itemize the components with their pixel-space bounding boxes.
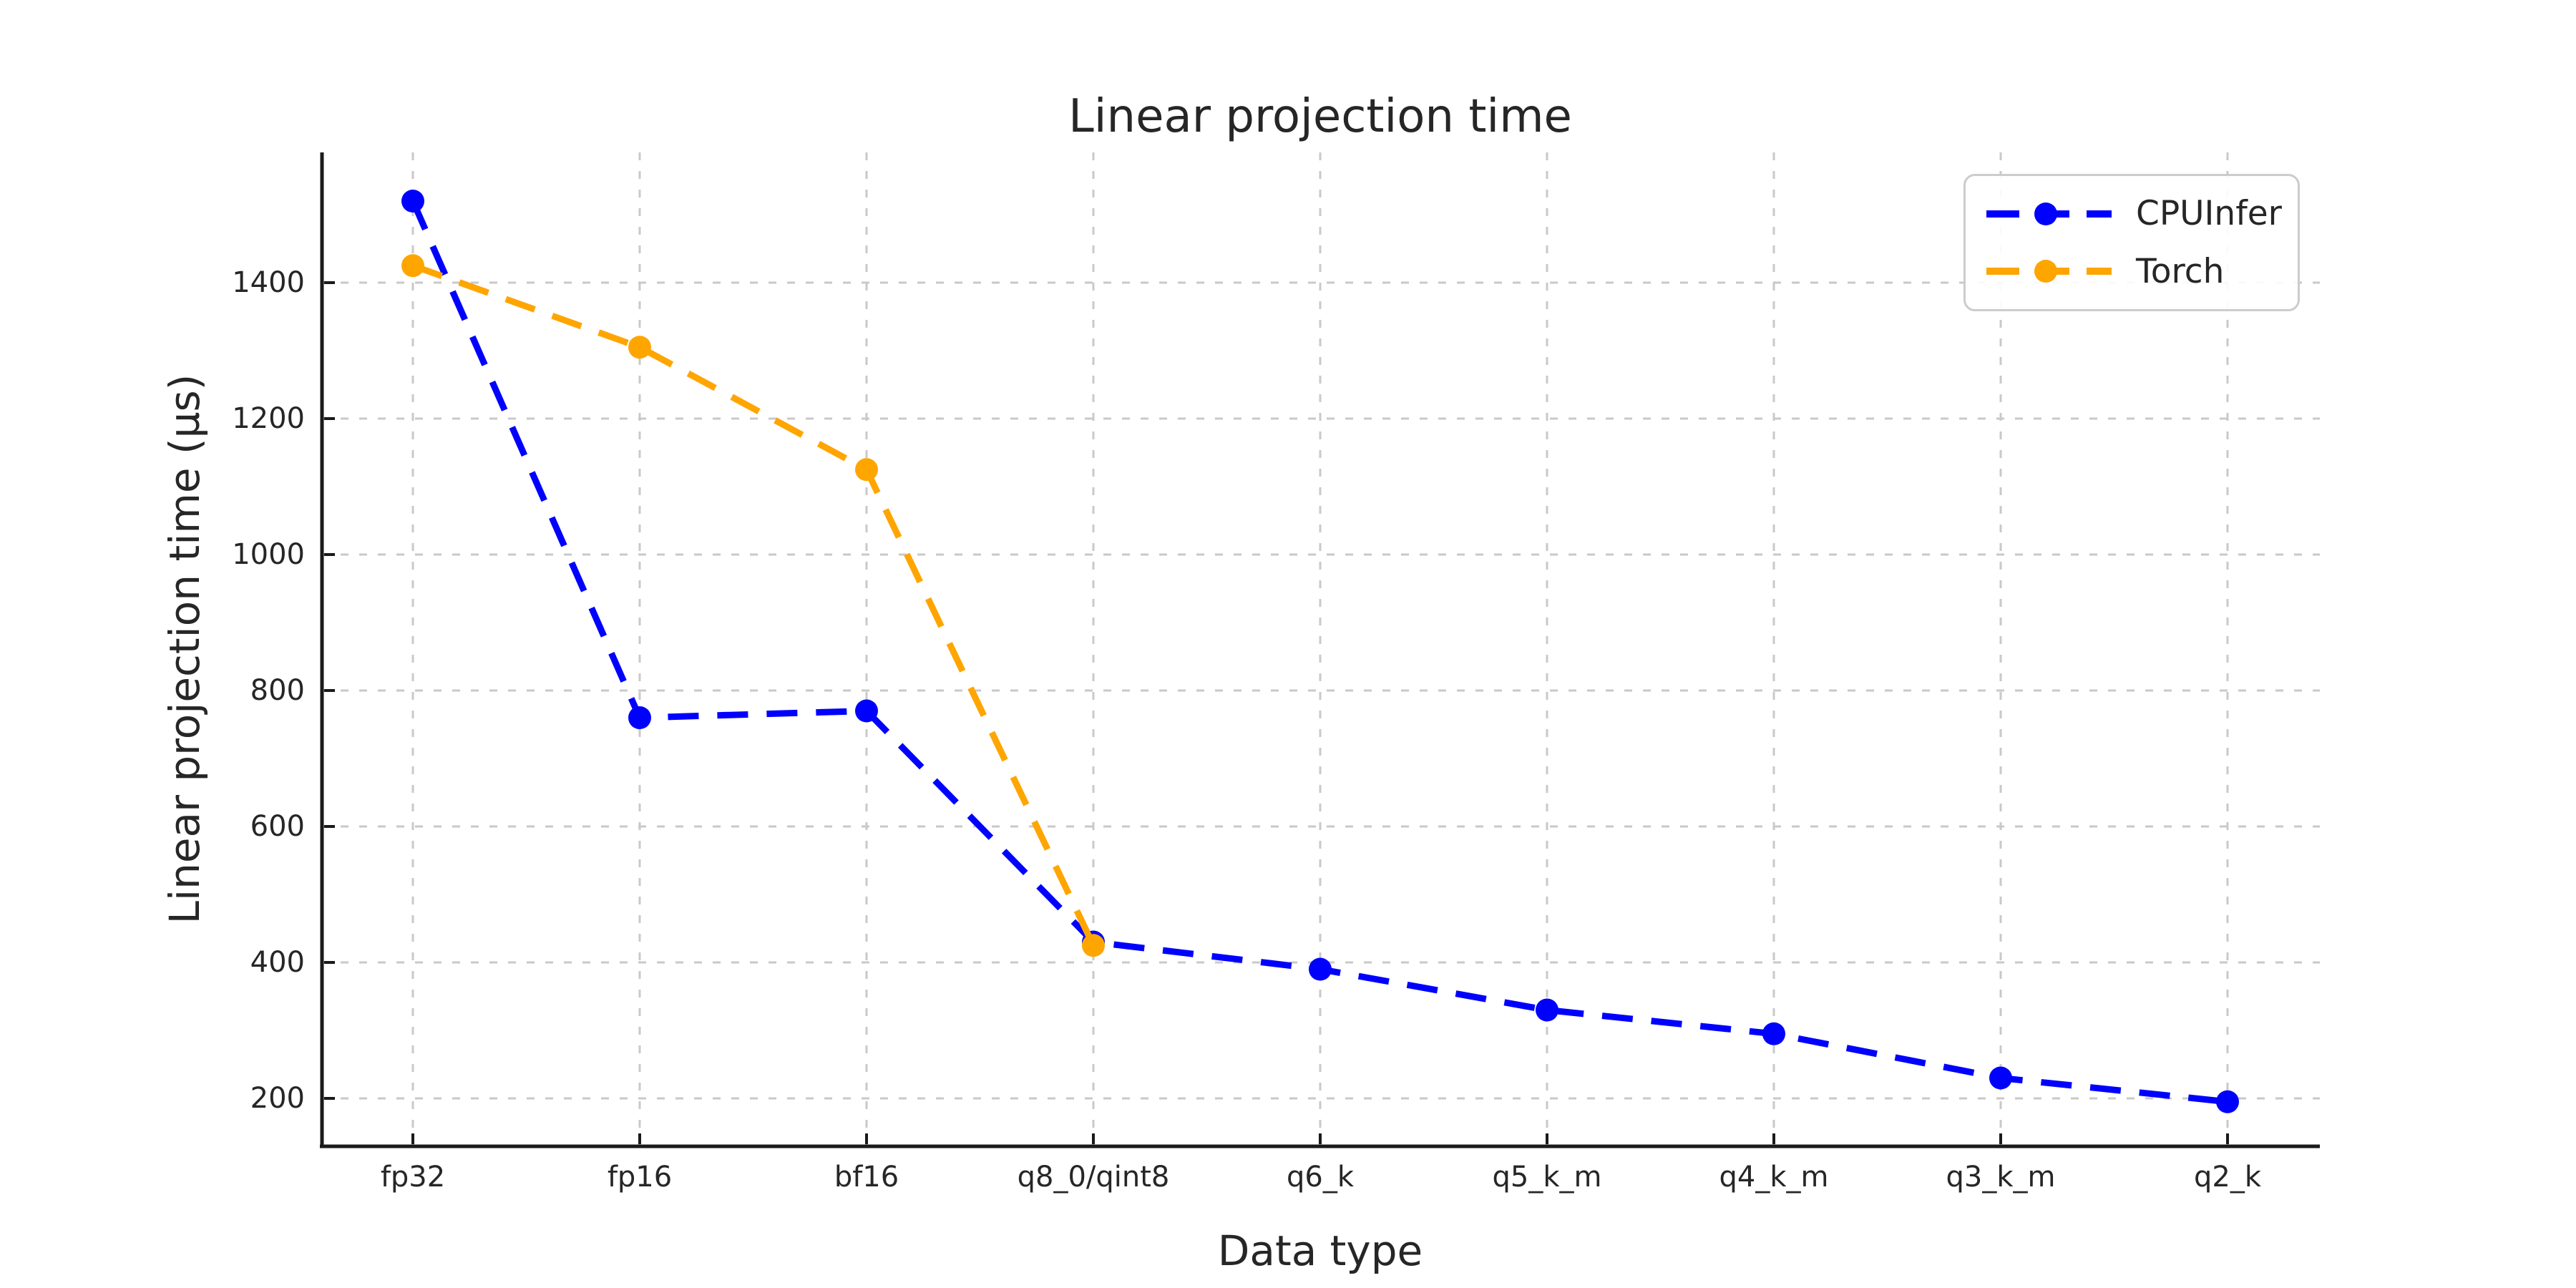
y-tick-label: 200 [250,1082,305,1115]
y-tick-label: 1000 [232,538,305,571]
x-tick-label: q3_k_m [1946,1161,2056,1194]
series-line-torch [411,263,1097,947]
data-point-cpuinfer-q4_k_m [1762,1022,1785,1045]
x-axis-label: Data type [1217,1226,1423,1275]
x-tick-label: bf16 [834,1161,899,1194]
legend: CPUInfer Torch [1963,174,2300,311]
data-point-cpuinfer-q5_k_m [1536,998,1558,1022]
y-tick-label: 1200 [232,402,305,435]
data-point-torch-bf16 [855,458,878,482]
data-point-torch-fp16 [628,336,651,359]
torch-line-swatch-icon [1986,260,2112,283]
legend-label-cpuinfer: CPUInfer [2136,194,2282,234]
legend-item-torch: Torch [1984,252,2298,291]
data-point-cpuinfer-q6_k [1309,957,1332,981]
chart-title: Linear projection time [1068,90,1572,143]
x-tick-label: q4_k_m [1719,1161,1829,1194]
cpuinfer-line-swatch-icon [1986,202,2112,225]
x-tick-label: q8_0/qint8 [1017,1161,1170,1194]
x-tick-label: q2_k [2193,1161,2262,1194]
x-tick-label: q5_k_m [1492,1161,1602,1194]
data-point-cpuinfer-q2_k [2216,1090,2239,1113]
y-tick-label: 600 [250,810,305,843]
data-point-cpuinfer-q3_k_m [1989,1066,2012,1090]
legend-label-torch: Torch [2136,251,2225,291]
data-point-cpuinfer-fp32 [401,190,424,213]
x-tick-label: fp32 [380,1161,446,1194]
y-tick-label: 1400 [232,266,305,299]
y-tick-label: 800 [250,674,305,707]
x-tick-label: q6_k [1286,1161,1355,1194]
data-point-cpuinfer-bf16 [855,699,878,723]
data-point-cpuinfer-fp16 [628,706,651,729]
data-point-torch-fp32 [401,254,424,278]
legend-item-cpuinfer: CPUInfer [1984,194,2298,233]
data-point-torch-q8_0/qint8 [1082,934,1105,957]
x-tick-label: fp16 [607,1161,673,1194]
y-tick-label: 400 [250,946,305,979]
